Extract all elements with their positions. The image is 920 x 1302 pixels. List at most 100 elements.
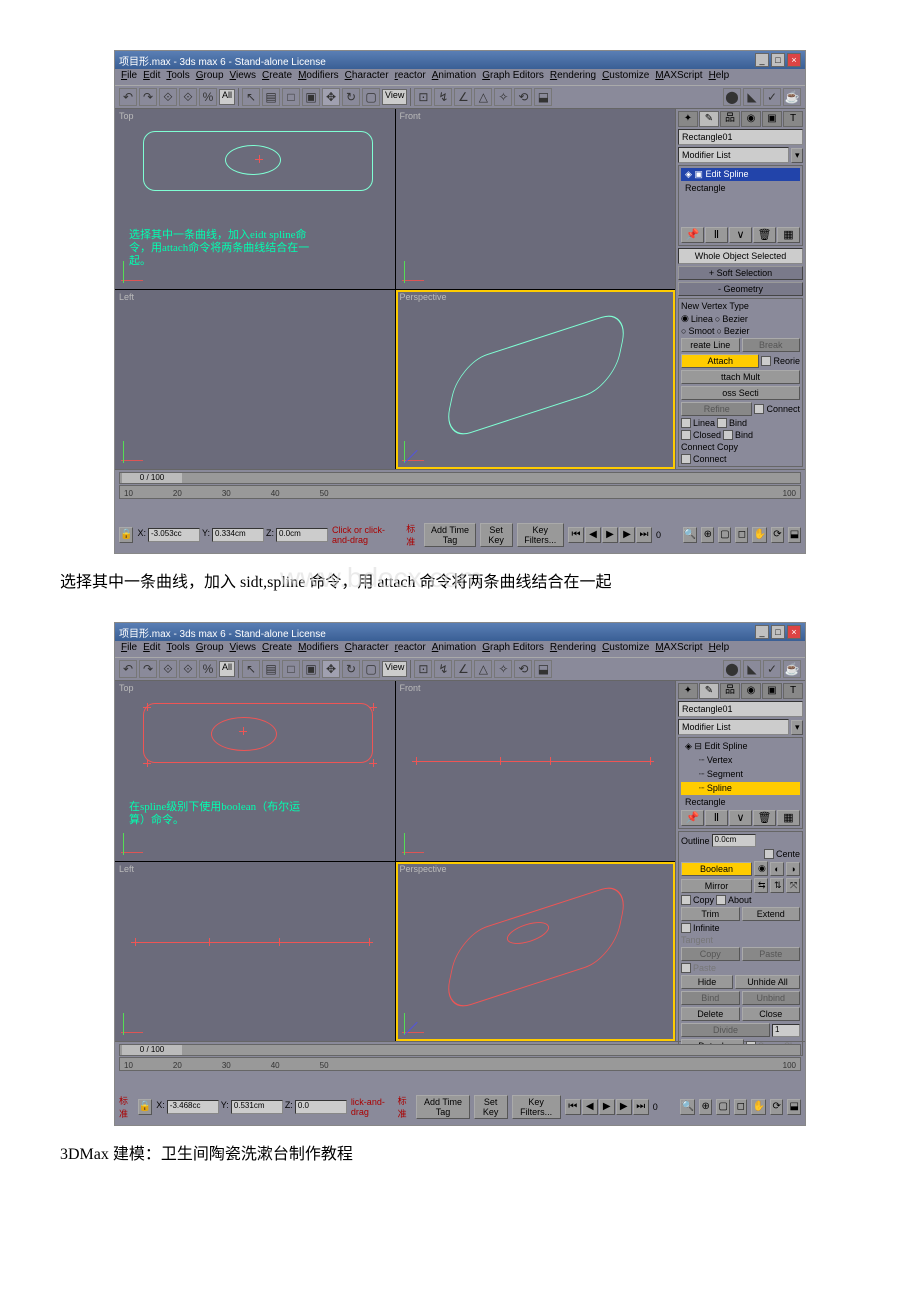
rollout-geometry[interactable]: - Geometry bbox=[678, 282, 803, 296]
align-button[interactable]: ⬓ bbox=[534, 88, 552, 106]
move-tool[interactable]: ✥ bbox=[322, 88, 340, 106]
infinite-checkbox[interactable] bbox=[681, 923, 691, 933]
spinner-snap-button[interactable]: ✧ bbox=[494, 660, 512, 678]
stack-vertex[interactable]: ┈ Vertex bbox=[681, 754, 800, 767]
maxmin-button[interactable]: ⬓ bbox=[788, 527, 801, 543]
zoom-extents-button[interactable]: ▢ bbox=[716, 1099, 730, 1115]
tab-utilities[interactable]: T bbox=[783, 111, 803, 127]
menu-views[interactable]: Views bbox=[230, 70, 257, 84]
fov-button[interactable]: ◻ bbox=[735, 527, 748, 543]
ref-coord-select[interactable]: View bbox=[382, 89, 407, 105]
mirror-h-icon[interactable]: ⇆ bbox=[754, 878, 768, 893]
coord-y[interactable]: 0.334cm bbox=[212, 528, 264, 542]
window-crossing-button[interactable]: ▣ bbox=[302, 88, 320, 106]
menu-edit[interactable]: Edit bbox=[143, 70, 160, 84]
menu-create[interactable]: Create bbox=[262, 70, 292, 84]
maxmin-button[interactable]: ⬓ bbox=[787, 1099, 801, 1115]
bool-sub-icon[interactable]: ◐ bbox=[770, 862, 784, 876]
stack-editspline[interactable]: ◈ ⊟ Edit Spline bbox=[681, 740, 800, 753]
arc-rotate-button[interactable]: ⟳ bbox=[771, 527, 784, 543]
zoom-all-button[interactable]: ⊕ bbox=[701, 527, 714, 543]
viewport-perspective[interactable]: Perspective bbox=[396, 290, 676, 470]
tab-modify[interactable]: ✎ bbox=[699, 683, 719, 699]
viewport-left[interactable]: Left bbox=[115, 862, 395, 1042]
viewport-left[interactable]: Left bbox=[115, 290, 395, 470]
rotate-tool[interactable]: ↻ bbox=[342, 660, 360, 678]
angle-snap-button[interactable]: ∠ bbox=[454, 660, 472, 678]
arc-rotate-button[interactable]: ⟳ bbox=[770, 1099, 784, 1115]
hide-button[interactable]: Hide bbox=[681, 975, 733, 989]
closed-checkbox[interactable] bbox=[681, 430, 691, 440]
stack-rectangle[interactable]: Rectangle bbox=[681, 182, 800, 194]
goto-start-button[interactable]: ⏮ bbox=[568, 527, 584, 543]
next-frame-button[interactable]: ▶ bbox=[619, 527, 635, 543]
quick-render-button[interactable]: ✓ bbox=[763, 660, 781, 678]
menu-group[interactable]: Group bbox=[196, 70, 224, 84]
menu-grapheditors[interactable]: Graph Editors bbox=[482, 642, 544, 656]
mirror-button[interactable]: Mirror bbox=[681, 879, 752, 893]
bind-space-button[interactable]: % bbox=[199, 88, 217, 106]
unbind-button[interactable]: Unbind bbox=[742, 991, 801, 1005]
zoom-extents-button[interactable]: ▢ bbox=[718, 527, 731, 543]
fov-button[interactable]: ◻ bbox=[734, 1099, 748, 1115]
menu-customize[interactable]: Customize bbox=[602, 642, 649, 656]
bool-int-icon[interactable]: ◑ bbox=[786, 862, 800, 876]
mirror-v-icon[interactable]: ⇅ bbox=[770, 878, 784, 893]
pan-button[interactable]: ✋ bbox=[751, 1099, 765, 1115]
time-slider[interactable]: 0 / 100 bbox=[119, 472, 801, 484]
undo-button[interactable]: ↶ bbox=[119, 660, 137, 678]
pin-stack-button[interactable]: 📌 bbox=[681, 810, 704, 826]
menu-modifiers[interactable]: Modifiers bbox=[298, 70, 339, 84]
menu-group[interactable]: Group bbox=[196, 642, 224, 656]
tab-display[interactable]: ▣ bbox=[762, 111, 782, 127]
viewport-front[interactable]: Front bbox=[396, 681, 676, 861]
move-tool[interactable]: ✥ bbox=[322, 660, 340, 678]
select-tool[interactable]: ↖ bbox=[242, 88, 260, 106]
next-frame-button[interactable]: ▶ bbox=[616, 1099, 632, 1115]
viewport-front[interactable]: Front bbox=[396, 109, 676, 289]
play-button[interactable]: ▶ bbox=[602, 527, 618, 543]
minimize-button[interactable]: _ bbox=[755, 53, 769, 67]
play-button[interactable]: ▶ bbox=[599, 1099, 615, 1115]
copy-tangent-button[interactable]: Copy bbox=[681, 947, 740, 961]
frame-field[interactable]: 0 bbox=[656, 530, 675, 540]
menu-character[interactable]: Character bbox=[345, 642, 389, 656]
linea-checkbox[interactable] bbox=[681, 418, 691, 428]
attach-button[interactable]: Attach bbox=[681, 354, 759, 368]
pivot-button[interactable]: ⊡ bbox=[414, 660, 432, 678]
remove-mod-button[interactable]: 🗑 bbox=[753, 810, 776, 826]
tab-create[interactable]: ✦ bbox=[678, 111, 698, 127]
connect-checkbox[interactable] bbox=[754, 404, 764, 414]
center-checkbox[interactable] bbox=[764, 849, 774, 859]
bool-union-icon[interactable]: ◉ bbox=[754, 861, 768, 876]
lock-button[interactable]: 🔒 bbox=[138, 1099, 152, 1115]
delete-button[interactable]: Delete bbox=[681, 1007, 740, 1021]
close-button[interactable]: × bbox=[787, 53, 801, 67]
redo-button[interactable]: ↷ bbox=[139, 88, 157, 106]
add-time-tag-button[interactable]: Add Time Tag bbox=[424, 523, 475, 547]
modifier-stack[interactable]: ◈ ▣ Edit Spline Rectangle 📌 Ⅱ ∨ 🗑 ▦ bbox=[678, 165, 803, 246]
menu-tools[interactable]: Tools bbox=[166, 70, 189, 84]
render-scene-button[interactable]: ◣ bbox=[743, 88, 761, 106]
radio-bezier[interactable]: Bezier bbox=[722, 314, 748, 324]
quick-render-button[interactable]: ✓ bbox=[763, 88, 781, 106]
lock-button[interactable]: 🔒 bbox=[119, 527, 133, 543]
unlink-button[interactable]: ⟐ bbox=[179, 88, 197, 106]
key-filters-button[interactable]: Key Filters... bbox=[517, 523, 564, 547]
zoom-button[interactable]: 🔍 bbox=[683, 527, 697, 543]
tab-utilities[interactable]: T bbox=[783, 683, 803, 699]
menu-reactor[interactable]: reactor bbox=[395, 642, 426, 656]
reorient-checkbox[interactable] bbox=[761, 356, 771, 366]
divide-button[interactable]: Divide bbox=[681, 1023, 770, 1037]
radio-smooth[interactable]: Smoot bbox=[688, 326, 714, 336]
window-crossing-button[interactable]: ▣ bbox=[302, 660, 320, 678]
scale-tool[interactable]: ▢ bbox=[362, 88, 380, 106]
object-name-field[interactable]: Rectangle01 bbox=[678, 701, 803, 717]
copy-checkbox[interactable] bbox=[681, 895, 691, 905]
select-name-button[interactable]: ▤ bbox=[262, 660, 280, 678]
bind-button[interactable]: Bind bbox=[681, 991, 740, 1005]
maximize-button[interactable]: □ bbox=[771, 53, 785, 67]
bind-checkbox[interactable] bbox=[717, 418, 727, 428]
set-key-button[interactable]: Set Key bbox=[474, 1095, 508, 1119]
select-tool[interactable]: ↖ bbox=[242, 660, 260, 678]
